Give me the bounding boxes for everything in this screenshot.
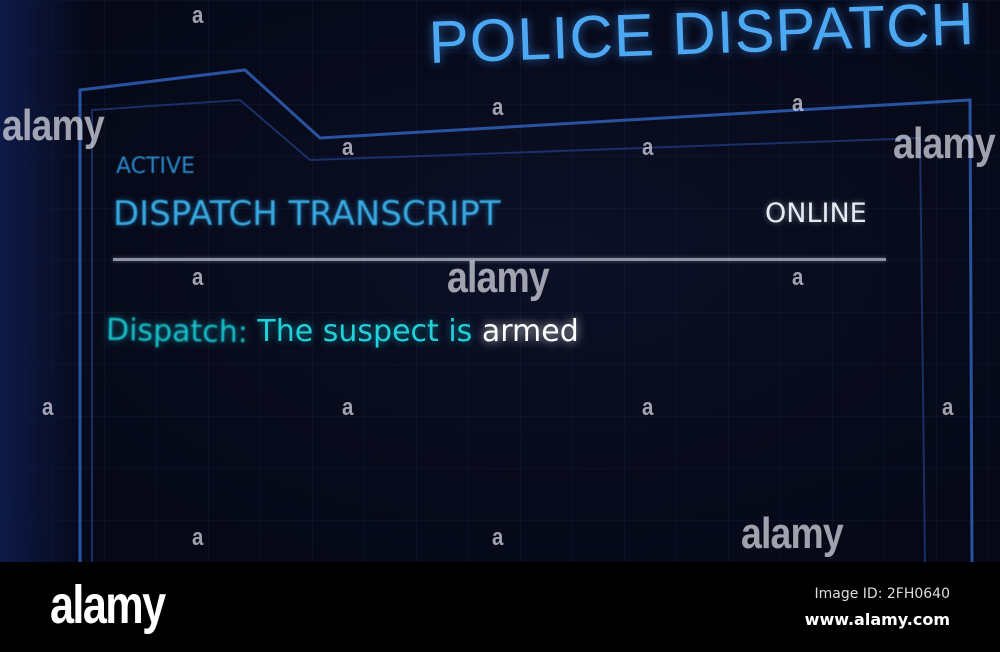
- dispatch-screen: POLICE DISPATCH ACTIVE DISPATCH TRANSCRI…: [0, 0, 1000, 562]
- transcript-line: Dispatch: The suspect is armed: [105, 312, 579, 351]
- watermark: alamy: [893, 119, 996, 168]
- connection-status: ONLINE: [765, 198, 867, 229]
- divider: [113, 258, 886, 261]
- transcript-highlight: armed: [481, 314, 579, 349]
- background-glow: [0, 0, 90, 562]
- watermark: a: [492, 524, 503, 551]
- watermark: alamy: [447, 253, 550, 302]
- watermark: a: [792, 90, 803, 117]
- image-id: Image ID: 2FH0640: [814, 586, 951, 602]
- watermark: a: [42, 394, 53, 421]
- watermark: a: [342, 134, 353, 161]
- watermark: a: [642, 394, 653, 421]
- transcript-text: The suspect is: [257, 314, 473, 349]
- watermark: a: [192, 264, 203, 291]
- site-url: www.alamy.com: [804, 610, 950, 629]
- background-grid: [0, 0, 1000, 562]
- watermark: a: [492, 94, 503, 121]
- panel-title: DISPATCH TRANSCRIPT: [113, 194, 501, 234]
- footer-bar: alamy Image ID: 2FH0640 www.alamy.com: [0, 562, 1000, 652]
- transcript-speaker: Dispatch:: [105, 312, 249, 351]
- watermark: alamy: [2, 101, 105, 150]
- panel-frame: [78, 68, 974, 562]
- watermark: a: [342, 394, 353, 421]
- watermark: a: [192, 2, 203, 29]
- watermark: a: [942, 394, 953, 421]
- alamy-logo: alamy: [50, 575, 166, 635]
- watermark: a: [192, 524, 203, 551]
- watermark: a: [792, 264, 803, 291]
- watermark: alamy: [741, 509, 844, 558]
- status-label: ACTIVE: [116, 154, 195, 179]
- watermark: a: [642, 134, 653, 161]
